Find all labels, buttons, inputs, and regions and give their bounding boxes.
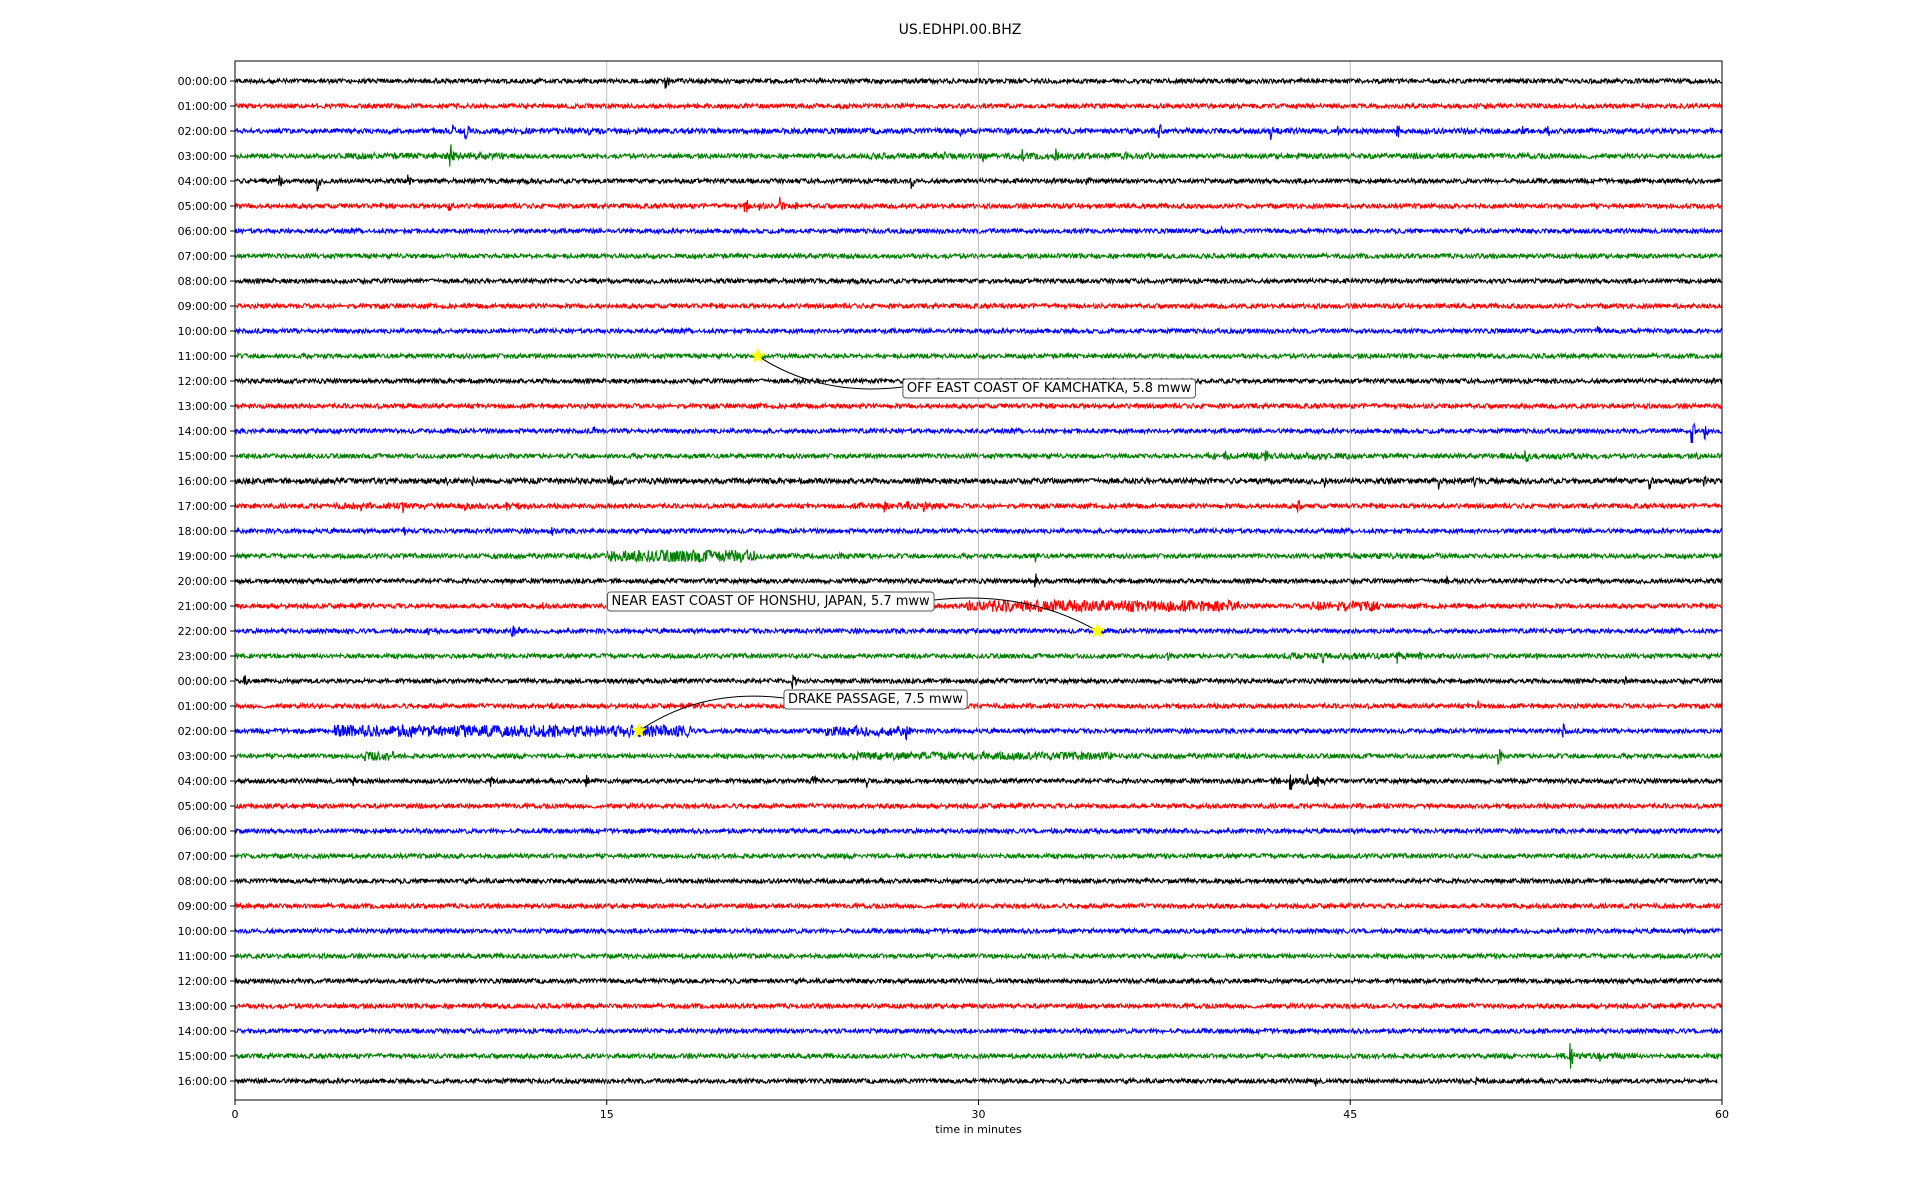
y-tick-label: 05:00:00 (178, 800, 227, 813)
event-label-box (783, 689, 968, 710)
y-tick-label: 13:00:00 (178, 400, 227, 413)
y-tick-label: 09:00:00 (178, 900, 227, 913)
y-tick-label: 21:00:00 (178, 600, 227, 613)
y-tick-label: 02:00:00 (178, 125, 227, 138)
x-tick-label: 30 (972, 1108, 986, 1121)
y-tick-label: 01:00:00 (178, 700, 227, 713)
y-tick-label: 08:00:00 (178, 275, 227, 288)
chart-title: US.EDHPI.00.BHZ (898, 22, 1022, 38)
y-tick-label: 03:00:00 (178, 150, 227, 163)
x-axis-ticks: 0 15 30 45 60 (232, 1100, 1729, 1121)
y-tick-label: 04:00:00 (178, 175, 227, 188)
y-tick-label: 20:00:00 (178, 575, 227, 588)
event-star-marker (1089, 622, 1106, 638)
y-tick-label: 16:00:00 (178, 475, 227, 488)
event-star-marker (749, 347, 766, 363)
event-connector (757, 355, 903, 390)
vertical-grid (606, 61, 1351, 1100)
event-label: DRAKE PASSAGE, 7.5 mww (788, 692, 963, 707)
trace-row (234, 1075, 1718, 1087)
y-tick-label: 22:00:00 (178, 625, 227, 638)
y-tick-label: 11:00:00 (178, 950, 227, 963)
y-tick-label: 23:00:00 (178, 650, 227, 663)
y-tick-label: 04:00:00 (178, 775, 227, 788)
x-axis-label: time in minutes (935, 1123, 1022, 1136)
event-annotations: OFF EAST COAST OF KAMCHATKA, 5.8 mww NEAR… (606, 347, 1196, 738)
y-tick-label: 07:00:00 (178, 850, 227, 863)
y-tick-label: 17:00:00 (178, 500, 227, 513)
y-tick-label: 15:00:00 (178, 450, 227, 463)
y-tick-label: 13:00:00 (178, 1000, 227, 1013)
y-tick-label: 03:00:00 (178, 750, 227, 763)
y-tick-label: 09:00:00 (178, 300, 227, 313)
event-label-box (902, 378, 1196, 399)
y-tick-label: 19:00:00 (178, 550, 227, 563)
x-tick-label: 45 (1343, 1108, 1357, 1121)
y-tick-label: 05:00:00 (178, 200, 227, 213)
y-tick-label: 12:00:00 (178, 375, 227, 388)
y-axis-hour-labels: 00:00:00 01:00:00 02:00:00 03:00:00 04:00:00… (178, 75, 235, 1088)
y-tick-label: 06:00:00 (178, 825, 227, 838)
event-connector (638, 695, 785, 732)
event-connector (934, 597, 1098, 632)
y-tick-label: 02:00:00 (178, 725, 227, 738)
event-label-box (606, 591, 935, 612)
y-tick-label: 08:00:00 (178, 875, 227, 888)
y-tick-label: 11:00:00 (178, 350, 227, 363)
x-tick-label: 0 (232, 1108, 239, 1121)
y-tick-label: 14:00:00 (178, 425, 227, 438)
y-tick-label: 18:00:00 (178, 525, 227, 538)
y-tick-label: 14:00:00 (178, 1025, 227, 1038)
x-tick-label: 15 (600, 1108, 614, 1121)
x-tick-label: 60 (1715, 1108, 1729, 1121)
event-label: OFF EAST COAST OF KAMCHATKA, 5.8 mww (907, 381, 1192, 396)
y-tick-label: 07:00:00 (178, 250, 227, 263)
y-tick-label: 00:00:00 (178, 75, 227, 88)
y-tick-label: 06:00:00 (178, 225, 227, 238)
y-tick-label: 01:00:00 (178, 100, 227, 113)
y-tick-label: 00:00:00 (178, 675, 227, 688)
y-tick-label: 15:00:00 (178, 1050, 227, 1063)
y-tick-label: 12:00:00 (178, 975, 227, 988)
y-tick-label: 10:00:00 (178, 325, 227, 338)
event-star-marker (630, 722, 647, 738)
event-label: NEAR EAST COAST OF HONSHU, JAPAN, 5.7 mw… (611, 594, 930, 609)
y-tick-label: 10:00:00 (178, 925, 227, 938)
y-tick-label: 16:00:00 (178, 1075, 227, 1088)
